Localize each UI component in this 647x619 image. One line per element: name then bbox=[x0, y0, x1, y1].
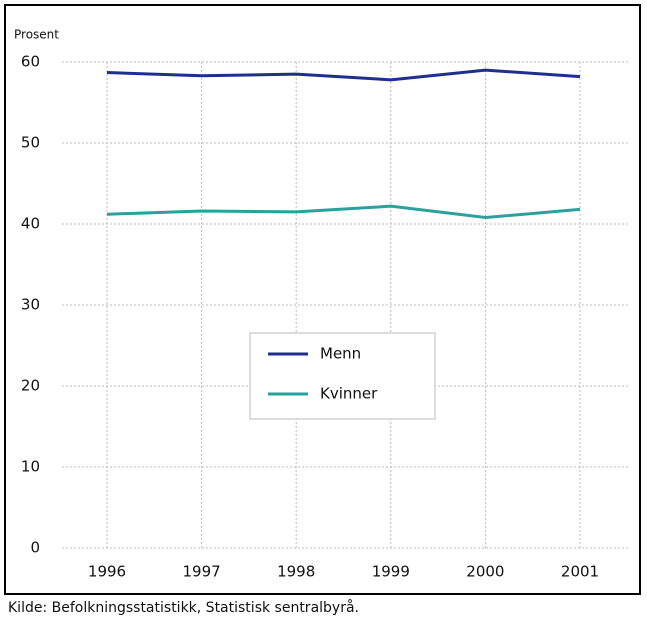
x-tick-label: 1996 bbox=[88, 563, 126, 581]
x-tick-label: 1997 bbox=[183, 563, 221, 581]
y-tick-label: 30 bbox=[21, 296, 40, 314]
x-tick-label: 1998 bbox=[277, 563, 315, 581]
y-tick-label: 20 bbox=[21, 377, 40, 395]
line bbox=[106, 204, 581, 220]
legend-label: Menn bbox=[320, 345, 361, 363]
x-tick-label: 1999 bbox=[372, 563, 410, 581]
line bbox=[106, 68, 581, 82]
y-tick-label: 50 bbox=[21, 134, 40, 152]
y-tick-label: 10 bbox=[21, 458, 40, 476]
y-axis-label: Prosent bbox=[14, 28, 59, 42]
legend-label: Kvinner bbox=[320, 385, 378, 403]
source: Kilde: Befolkningsstatistikk, Statistisk… bbox=[8, 599, 359, 616]
frame bbox=[4, 4, 641, 595]
x-tick-label: 2000 bbox=[466, 563, 504, 581]
legend bbox=[249, 332, 436, 420]
y-tick-label: 0 bbox=[30, 539, 40, 557]
y-tick-label: 60 bbox=[21, 53, 40, 71]
y-tick-label: 40 bbox=[21, 215, 40, 233]
x-tick-label: 2001 bbox=[561, 563, 599, 581]
